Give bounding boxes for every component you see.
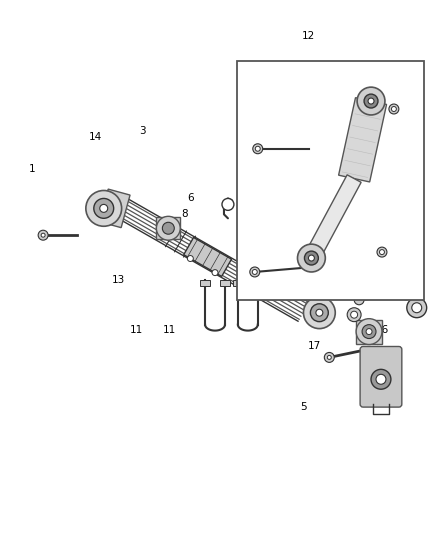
Text: 6: 6: [187, 192, 194, 203]
Text: 10: 10: [360, 336, 374, 345]
Text: 17: 17: [308, 341, 321, 351]
Circle shape: [304, 251, 318, 265]
Text: 12: 12: [302, 31, 315, 41]
Circle shape: [353, 229, 361, 237]
Circle shape: [311, 304, 328, 321]
Circle shape: [407, 298, 427, 318]
Text: 8: 8: [181, 208, 187, 219]
Circle shape: [373, 229, 381, 237]
Text: 13: 13: [112, 274, 126, 285]
Text: 18: 18: [410, 262, 424, 271]
Bar: [220, 280, 230, 286]
Polygon shape: [99, 189, 130, 228]
Circle shape: [41, 233, 45, 237]
Text: 16: 16: [375, 325, 389, 335]
Circle shape: [255, 146, 260, 151]
Circle shape: [86, 190, 122, 226]
Circle shape: [392, 107, 396, 111]
Circle shape: [94, 198, 114, 219]
Circle shape: [253, 144, 263, 154]
Bar: [233, 280, 243, 286]
Text: 7: 7: [240, 137, 246, 147]
Circle shape: [252, 270, 257, 274]
Circle shape: [212, 270, 218, 276]
Circle shape: [351, 311, 357, 318]
Circle shape: [100, 204, 108, 212]
Bar: [237, 61, 424, 300]
Text: 9: 9: [248, 180, 255, 189]
Text: 20: 20: [267, 164, 280, 174]
Circle shape: [364, 94, 378, 108]
Circle shape: [222, 198, 234, 211]
Bar: [268, 225, 311, 247]
Circle shape: [379, 249, 385, 255]
Circle shape: [412, 303, 422, 313]
Circle shape: [297, 266, 305, 274]
Circle shape: [327, 356, 331, 359]
Circle shape: [316, 309, 323, 316]
Circle shape: [371, 369, 391, 389]
Polygon shape: [184, 238, 232, 277]
Circle shape: [250, 267, 260, 277]
Text: 4: 4: [248, 282, 255, 293]
Circle shape: [377, 247, 387, 257]
Text: 3: 3: [140, 126, 146, 136]
Circle shape: [357, 87, 385, 115]
Text: 5: 5: [300, 402, 307, 412]
Circle shape: [362, 325, 376, 338]
Polygon shape: [304, 175, 361, 262]
Text: 10: 10: [380, 116, 393, 126]
Polygon shape: [156, 217, 180, 239]
Text: 11: 11: [130, 325, 143, 335]
Text: 1: 1: [28, 164, 35, 174]
Circle shape: [363, 244, 371, 252]
Polygon shape: [339, 98, 387, 182]
Circle shape: [308, 255, 314, 261]
Text: 15: 15: [308, 274, 321, 285]
Circle shape: [297, 244, 325, 272]
FancyBboxPatch shape: [360, 346, 402, 407]
Circle shape: [304, 297, 335, 329]
Circle shape: [368, 98, 374, 104]
Circle shape: [187, 255, 193, 262]
Circle shape: [366, 329, 372, 335]
Circle shape: [389, 104, 399, 114]
Circle shape: [324, 352, 334, 362]
Circle shape: [370, 226, 384, 240]
Text: 11: 11: [162, 325, 176, 335]
Polygon shape: [356, 320, 382, 343]
Circle shape: [156, 216, 180, 240]
Text: 7: 7: [240, 158, 246, 168]
Text: 2: 2: [350, 232, 357, 243]
Bar: [253, 280, 263, 286]
Circle shape: [360, 241, 374, 255]
Circle shape: [350, 226, 364, 240]
Circle shape: [401, 290, 411, 300]
Circle shape: [354, 295, 364, 305]
Circle shape: [38, 230, 48, 240]
Circle shape: [274, 266, 282, 274]
Text: 14: 14: [88, 132, 102, 142]
Circle shape: [162, 222, 174, 234]
Bar: [200, 280, 210, 286]
Circle shape: [347, 308, 361, 321]
Circle shape: [376, 374, 386, 384]
Circle shape: [356, 319, 382, 344]
